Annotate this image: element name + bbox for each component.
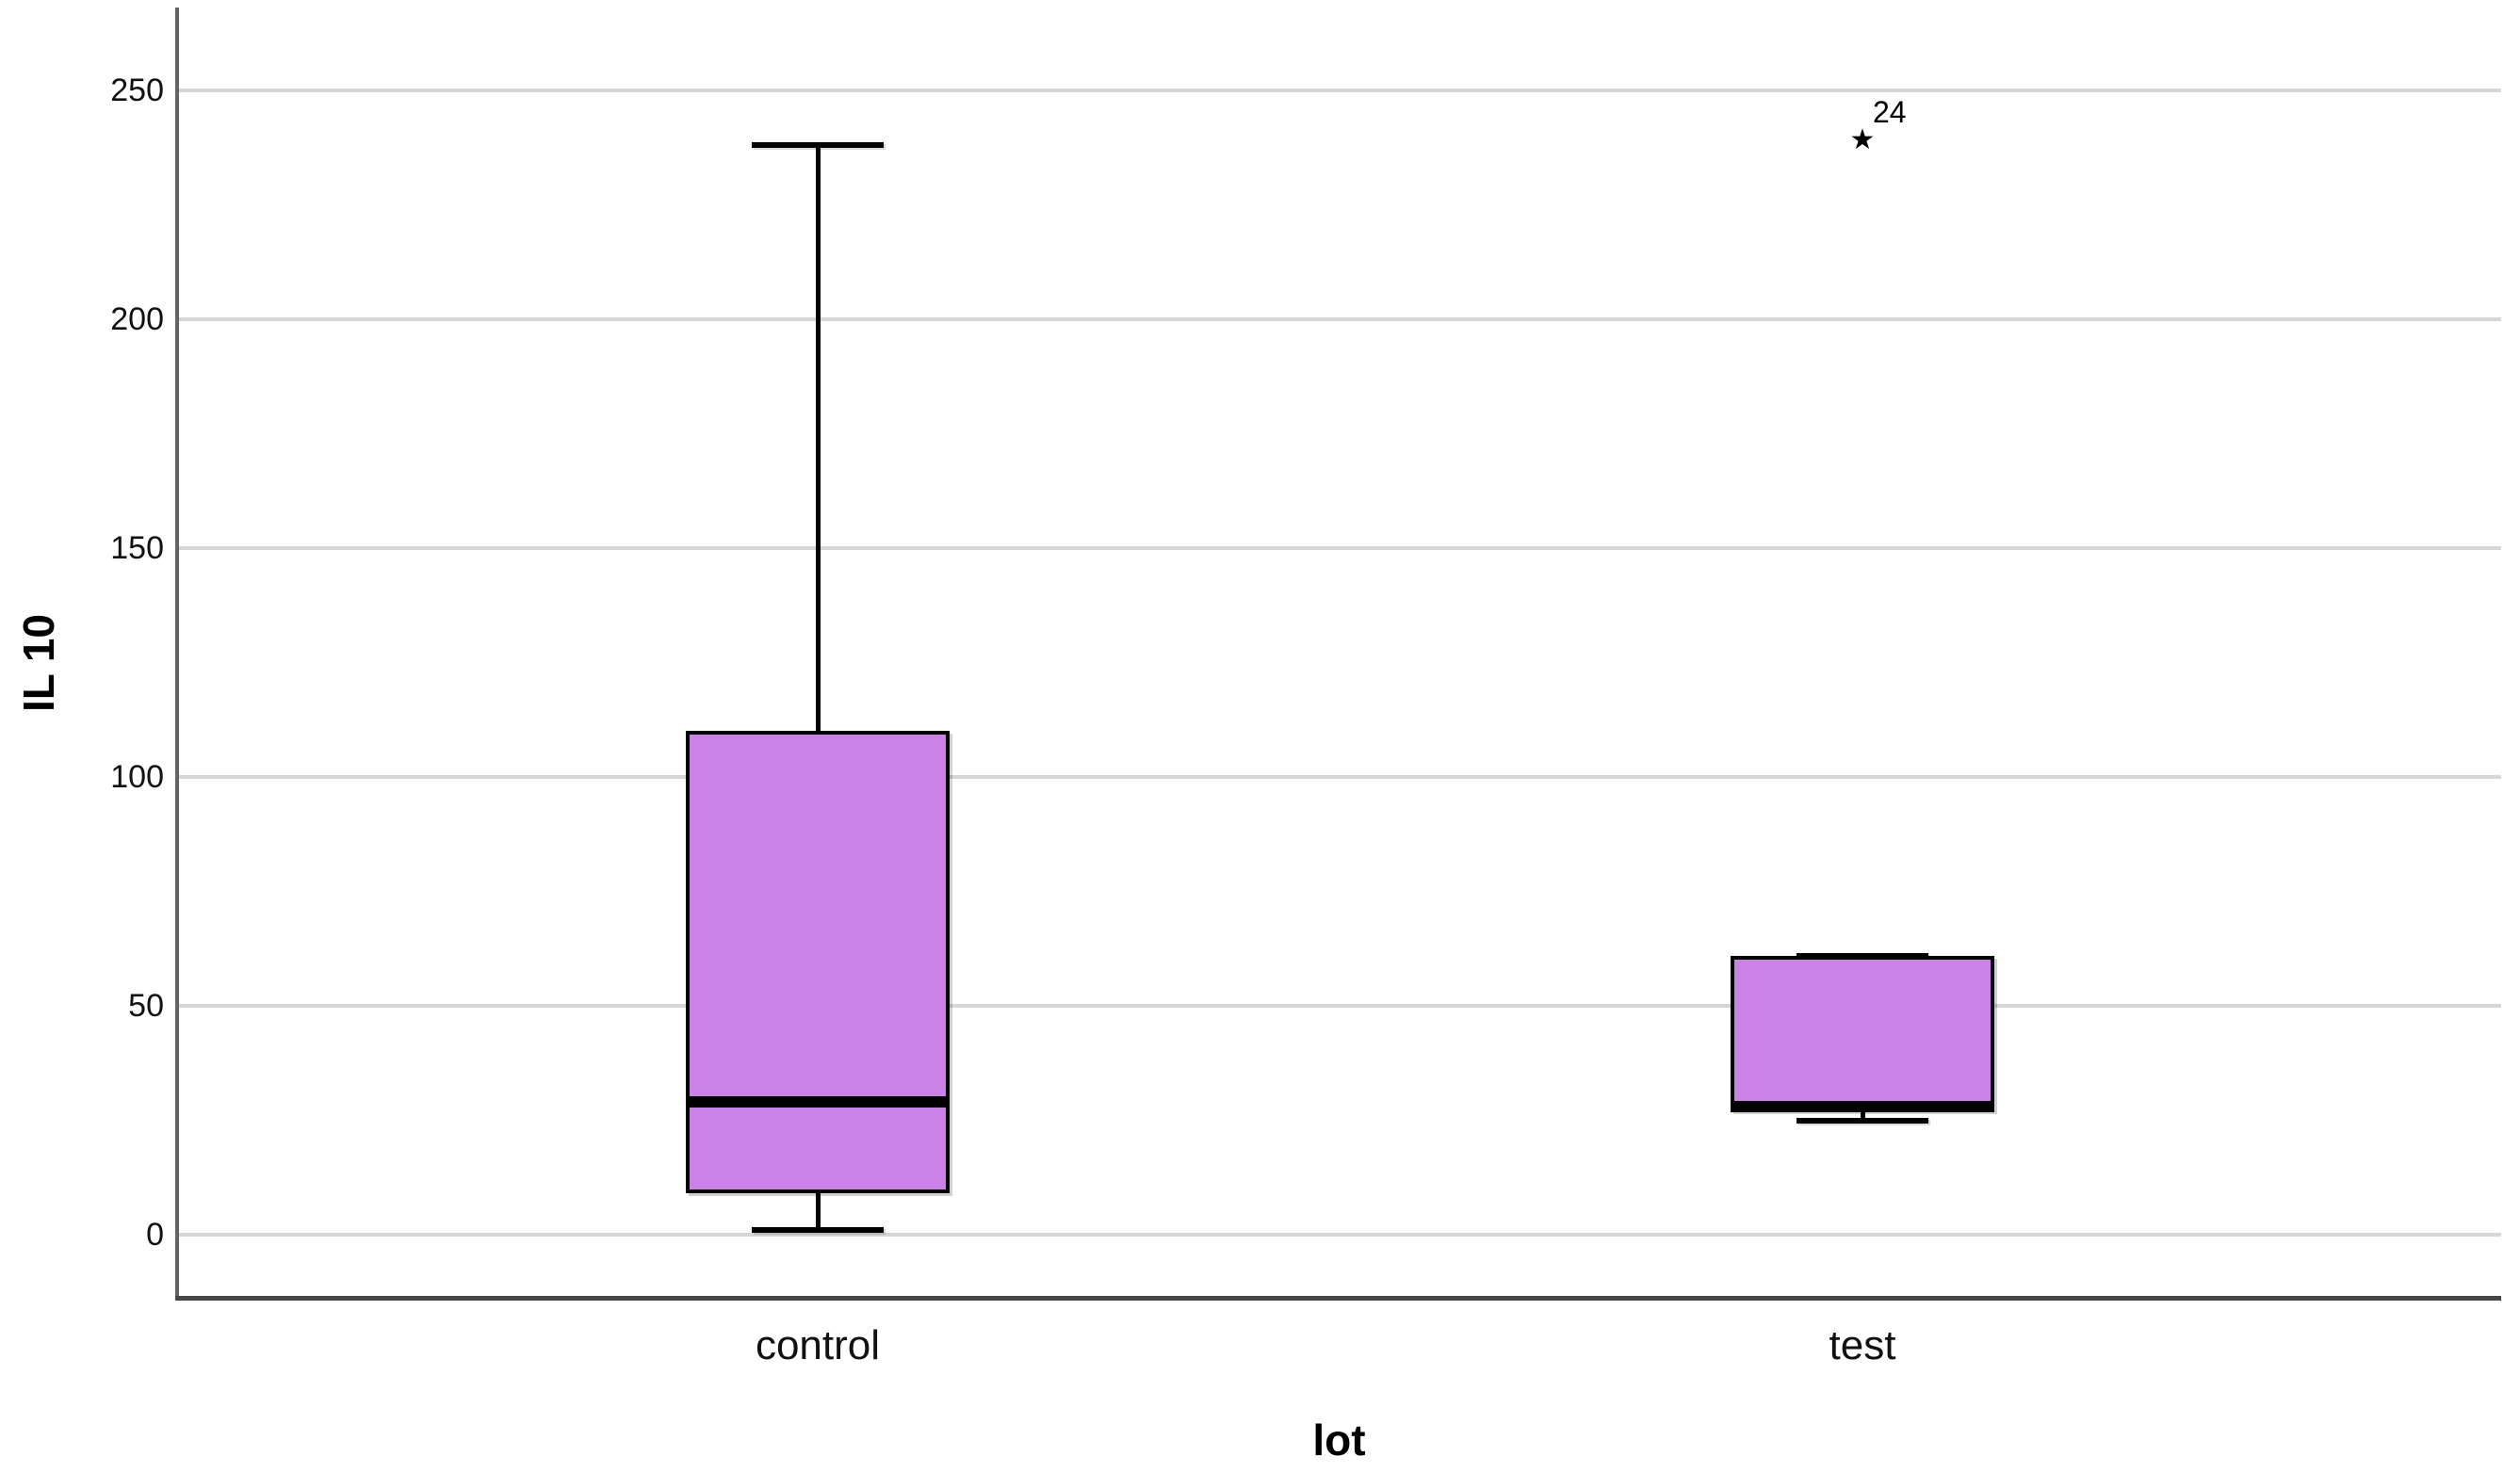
gridline <box>179 89 2501 92</box>
x-category-label: test <box>1829 1322 1896 1368</box>
gridline <box>179 1233 2501 1237</box>
whisker-line <box>816 1193 821 1231</box>
median-line <box>686 1096 950 1108</box>
outlier-label: 24 <box>1873 95 1907 130</box>
y-axis-line <box>175 8 179 1298</box>
gridline <box>179 546 2501 550</box>
y-tick-label: 50 <box>128 988 164 1024</box>
x-category-label: control <box>755 1322 881 1368</box>
gridline <box>179 1004 2501 1008</box>
gridline <box>179 775 2501 779</box>
x-axis-line <box>175 1296 2501 1301</box>
y-tick-label: 100 <box>110 759 164 795</box>
box-test <box>1731 955 1994 1111</box>
y-tick-label: 0 <box>146 1217 164 1253</box>
y-axis-title: IL 10 <box>14 613 63 712</box>
gridline <box>179 317 2501 321</box>
whisker-cap <box>1797 1117 1928 1124</box>
whisker-line <box>1861 1110 1865 1121</box>
whisker-cap <box>752 142 884 149</box>
y-tick-label: 150 <box>110 530 164 566</box>
median-line <box>1731 1100 1994 1112</box>
y-tick-label: 250 <box>110 73 164 108</box>
whisker-cap <box>752 1227 884 1234</box>
y-tick-label: 200 <box>110 301 164 337</box>
outlier-star-icon: ★ <box>1849 124 1876 156</box>
box-control <box>686 731 950 1194</box>
whisker-line <box>816 145 821 732</box>
x-axis-title: lot <box>1312 1415 1366 1464</box>
